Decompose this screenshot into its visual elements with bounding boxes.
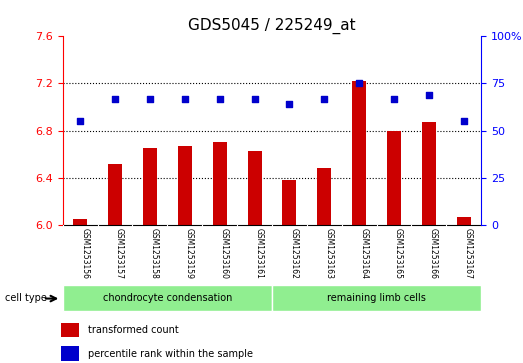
- Text: GSM1253161: GSM1253161: [255, 228, 264, 279]
- Text: transformed count: transformed count: [88, 325, 179, 335]
- Text: GSM1253162: GSM1253162: [289, 228, 299, 279]
- Point: [285, 101, 293, 107]
- Point: [146, 96, 154, 102]
- Bar: [108, 164, 122, 225]
- Bar: [317, 168, 331, 225]
- Point: [180, 96, 189, 102]
- Title: GDS5045 / 225249_at: GDS5045 / 225249_at: [188, 17, 356, 33]
- Bar: [213, 143, 226, 225]
- Text: GSM1253159: GSM1253159: [185, 228, 194, 279]
- Point: [425, 92, 433, 98]
- Text: chondrocyte condensation: chondrocyte condensation: [103, 293, 232, 303]
- Bar: [73, 219, 87, 225]
- Bar: [282, 180, 297, 225]
- Point: [111, 96, 119, 102]
- Point: [215, 96, 224, 102]
- Text: cell type: cell type: [5, 293, 47, 303]
- Bar: [178, 146, 192, 225]
- Bar: [143, 148, 157, 225]
- Point: [390, 96, 398, 102]
- Text: GSM1253157: GSM1253157: [115, 228, 124, 279]
- Text: GSM1253164: GSM1253164: [359, 228, 368, 279]
- Bar: [352, 81, 366, 225]
- Bar: [61, 323, 79, 337]
- Text: GSM1253158: GSM1253158: [150, 228, 159, 279]
- Bar: [387, 131, 401, 225]
- Text: GSM1253156: GSM1253156: [80, 228, 89, 279]
- Point: [355, 81, 363, 86]
- Bar: [422, 122, 436, 225]
- Point: [76, 118, 84, 124]
- Text: percentile rank within the sample: percentile rank within the sample: [88, 348, 253, 359]
- Text: remaining limb cells: remaining limb cells: [327, 293, 426, 303]
- Text: GSM1253160: GSM1253160: [220, 228, 229, 279]
- Text: GSM1253167: GSM1253167: [464, 228, 473, 279]
- Point: [320, 96, 328, 102]
- Text: GSM1253166: GSM1253166: [429, 228, 438, 279]
- FancyBboxPatch shape: [63, 285, 272, 311]
- Text: GSM1253163: GSM1253163: [324, 228, 333, 279]
- Bar: [457, 217, 471, 225]
- Bar: [247, 151, 262, 225]
- Point: [460, 118, 468, 124]
- FancyBboxPatch shape: [272, 285, 481, 311]
- Text: GSM1253165: GSM1253165: [394, 228, 403, 279]
- Bar: [61, 346, 79, 361]
- Point: [251, 96, 259, 102]
